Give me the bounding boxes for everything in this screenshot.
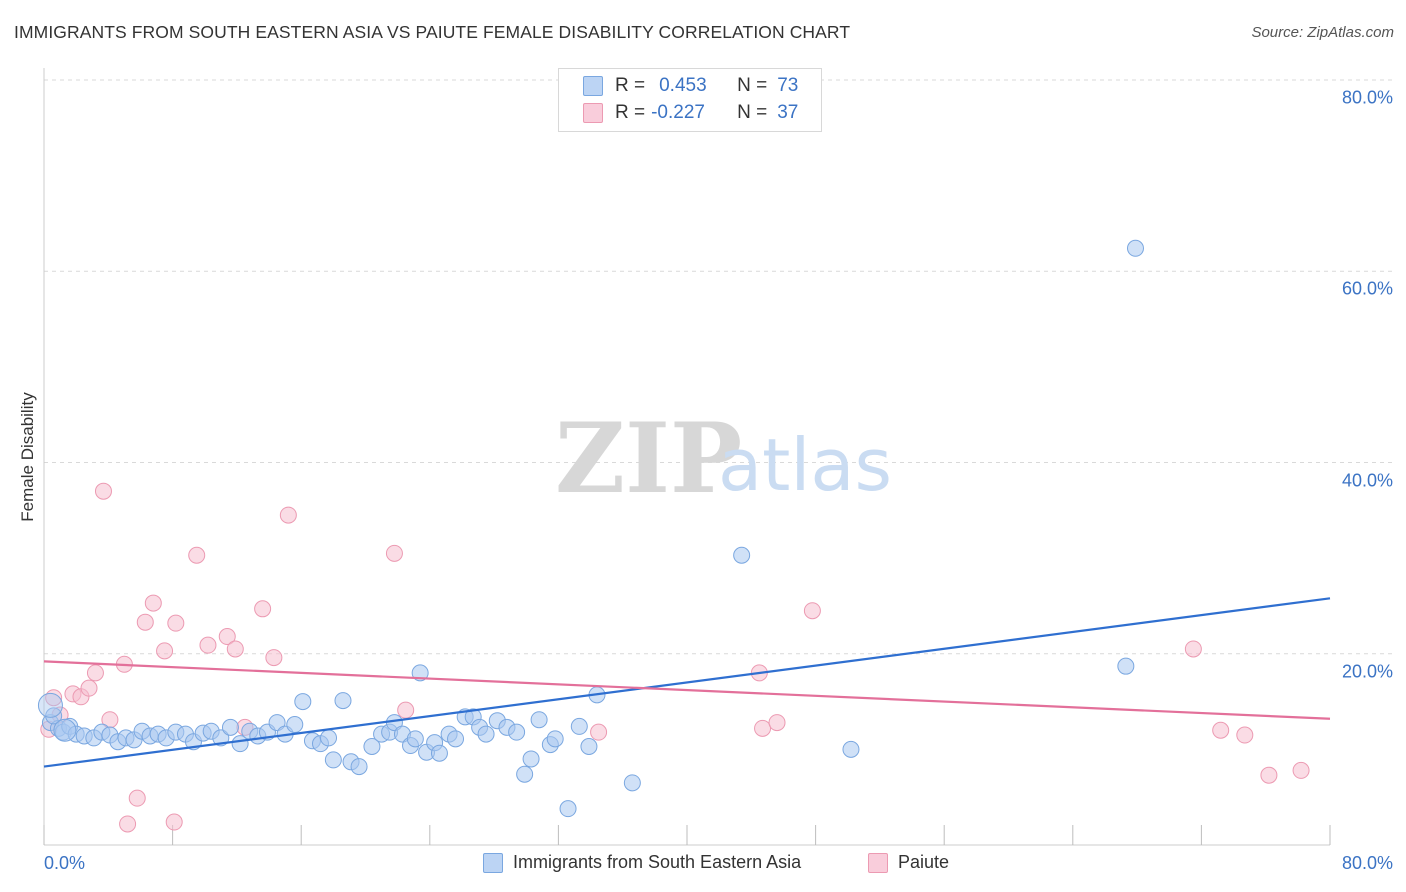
x-tick-label-min: 0.0%	[44, 853, 86, 873]
point-paiute	[94, 482, 112, 500]
x-tick-label-max: 80.0%	[1341, 853, 1393, 873]
point-sea	[320, 729, 338, 747]
axes	[43, 68, 1331, 846]
point-paiute	[803, 602, 821, 620]
bottom-legend-label-sea: Immigrants from South Eastern Asia	[513, 852, 802, 872]
point-sea	[530, 711, 548, 729]
point-sea	[623, 774, 641, 792]
point-sea	[294, 693, 312, 711]
point-paiute	[1260, 766, 1278, 784]
y-tick-label: 40.0%	[1341, 470, 1393, 490]
point-paiute	[167, 614, 185, 632]
point-sea	[411, 664, 429, 682]
trend-line-paiute	[43, 660, 1331, 720]
point-paiute	[768, 714, 786, 732]
watermark-zip: ZIP	[555, 402, 742, 515]
bottom-legend-label-paiute: Paiute	[898, 852, 950, 872]
point-paiute	[590, 723, 608, 741]
point-paiute	[165, 813, 183, 831]
point-sea	[477, 725, 495, 743]
point-paiute	[385, 544, 403, 562]
legend-swatch-blue	[583, 76, 603, 96]
point-paiute	[265, 649, 283, 667]
point-paiute	[397, 701, 415, 719]
point-sea	[1126, 239, 1144, 257]
point-sea	[406, 730, 424, 748]
legend-r-value: -0.227	[651, 102, 705, 123]
point-sea	[733, 546, 751, 564]
legend-n-label: N =	[737, 102, 768, 123]
gridlines	[44, 79, 1392, 655]
point-paiute	[80, 679, 98, 697]
legend-r-label: R =	[615, 102, 646, 123]
series-paiute-points	[40, 482, 1310, 833]
point-sea	[522, 750, 540, 768]
point-sea	[546, 730, 564, 748]
series-sea-points	[37, 239, 1144, 818]
legend-row-paiute: R = -0.227 N = 37	[583, 101, 798, 125]
y-tick-label: 20.0%	[1341, 661, 1393, 682]
point-paiute	[226, 640, 244, 658]
point-paiute	[254, 600, 272, 618]
point-paiute	[144, 594, 162, 612]
legend-n-label: N =	[737, 75, 768, 96]
legend-r-value: 0.453	[659, 75, 707, 96]
point-paiute	[128, 789, 146, 807]
bottom-legend-sea: Immigrants from South Eastern Asia	[483, 852, 801, 873]
point-sea	[447, 730, 465, 748]
point-paiute	[1236, 726, 1254, 744]
legend-n-value: 37	[777, 102, 799, 123]
point-paiute	[156, 642, 174, 660]
bottom-legend-swatch-pink	[868, 852, 888, 873]
point-sea	[350, 758, 368, 776]
trend-lines	[43, 597, 1331, 768]
point-sea	[508, 723, 526, 741]
point-sea	[334, 692, 352, 710]
point-sea	[570, 717, 588, 735]
point-paiute	[1292, 761, 1310, 779]
point-sea	[580, 738, 598, 756]
y-tick-label: 80.0%	[1341, 87, 1393, 108]
point-sea	[516, 765, 534, 783]
point-sea	[324, 751, 342, 769]
bottom-legend-swatch-blue	[483, 852, 503, 873]
point-paiute	[199, 636, 217, 654]
point-paiute	[279, 506, 297, 524]
point-sea	[842, 740, 860, 758]
point-sea	[221, 718, 239, 736]
legend-n-value: 73	[777, 75, 799, 96]
chart-title: IMMIGRANTS FROM SOUTH EASTERN ASIA VS PA…	[14, 22, 851, 42]
point-paiute	[754, 719, 772, 737]
point-sea	[559, 800, 577, 818]
point-sea	[37, 692, 63, 718]
legend-r-label: R =	[615, 75, 646, 96]
point-sea	[430, 744, 448, 762]
watermark-atlas: atlas	[718, 423, 892, 507]
point-paiute	[86, 664, 104, 682]
point-paiute	[1184, 640, 1202, 658]
point-paiute	[1212, 721, 1230, 739]
point-sea	[363, 738, 381, 756]
legend-row-sea: R = 0.453 N = 73	[583, 74, 798, 98]
trend-line-sea	[43, 597, 1331, 768]
correlation-legend: R = 0.453 N = 73 R = -0.227 N = 37	[558, 68, 822, 132]
legend-swatch-pink	[583, 103, 603, 123]
point-paiute	[119, 815, 137, 833]
point-paiute	[136, 613, 154, 631]
watermark: ZIP atlas	[555, 402, 892, 515]
point-paiute	[188, 546, 206, 564]
point-sea	[1117, 657, 1135, 675]
point-sea	[53, 718, 77, 742]
point-sea	[286, 716, 304, 734]
y-tick-label: 60.0%	[1341, 278, 1393, 299]
source-credit: Source: ZipAtlas.com	[1251, 24, 1394, 41]
point-paiute	[218, 628, 236, 646]
bottom-legend-paiute: Paiute	[868, 852, 949, 873]
